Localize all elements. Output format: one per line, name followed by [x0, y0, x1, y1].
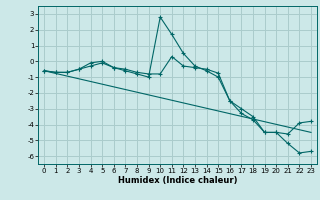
X-axis label: Humidex (Indice chaleur): Humidex (Indice chaleur)	[118, 176, 237, 185]
